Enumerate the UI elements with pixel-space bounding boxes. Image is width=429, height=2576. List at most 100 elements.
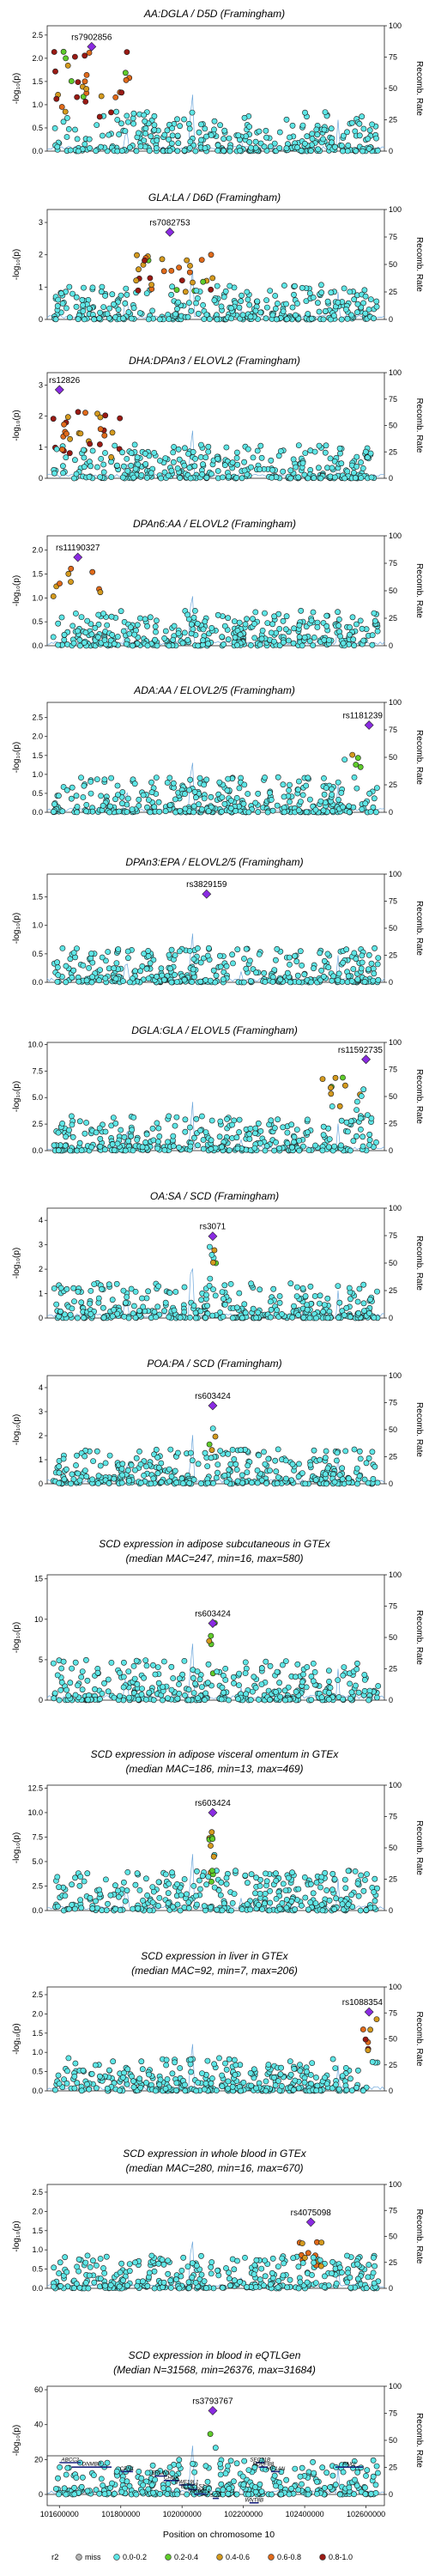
snp-point (305, 2250, 311, 2257)
snp-point (95, 611, 102, 618)
snp-point (165, 472, 172, 479)
snp-point (221, 127, 228, 134)
snp-point (174, 465, 181, 471)
panel-13: SCD expression in whole blood in GTEx(me… (12, 2148, 424, 2293)
y-tick-label: 1.0 (32, 2048, 43, 2057)
snp-point (80, 963, 87, 969)
snp-point (136, 310, 143, 316)
snp-point (148, 282, 154, 288)
snp-point (354, 976, 361, 982)
snp-point (292, 2077, 299, 2084)
snp-point (69, 1881, 75, 1888)
plot-frame (46, 1574, 385, 1701)
snp-point (231, 618, 238, 624)
snp-point (165, 1890, 172, 1897)
snp-point (211, 118, 218, 125)
snp-point (270, 638, 277, 645)
snp-point (99, 1691, 106, 1697)
snp-point (353, 464, 360, 470)
y2-tick-label: 100 (389, 21, 402, 30)
snp-point (246, 124, 252, 130)
snp-point (152, 623, 159, 630)
y2-tick-label: 50 (389, 2035, 397, 2044)
snp-point (360, 1308, 367, 1314)
snp-point (339, 2073, 346, 2079)
snp-point (56, 2270, 62, 2276)
snp-point (197, 1480, 204, 1487)
snp-point (208, 1252, 215, 1258)
snp-point (130, 474, 137, 481)
snp-point (244, 289, 251, 295)
snp-point (242, 1670, 249, 1676)
snp-point (63, 305, 69, 312)
snp-point (209, 275, 216, 282)
snp-point (118, 1472, 125, 1479)
y2-axis-label: Recomb. Rate (414, 2209, 424, 2264)
snp-point (287, 1280, 294, 1287)
snp-point (347, 1118, 354, 1125)
snp-point (166, 951, 172, 958)
snp-point (327, 316, 334, 323)
snp-point (252, 1125, 259, 1132)
snp-point (155, 1903, 161, 1909)
snp-point (343, 2087, 350, 2093)
snp-point (335, 1315, 341, 1321)
snp-point (105, 1688, 112, 1695)
snp-point (274, 301, 281, 307)
snp-point (169, 2070, 176, 2077)
snp-point (86, 2086, 93, 2093)
snp-point (125, 1668, 132, 1674)
snp-point (100, 1304, 106, 1311)
snp-point (267, 1662, 274, 1669)
snp-point (334, 1449, 341, 1456)
snp-point (251, 1130, 258, 1137)
snp-point (162, 2086, 169, 2092)
snp-point (100, 1315, 107, 1321)
snp-point (202, 1129, 209, 1135)
snp-point (205, 808, 212, 814)
snp-point (190, 966, 196, 973)
snp-point (136, 1886, 143, 1893)
snp-point (271, 967, 278, 973)
snp-point (358, 459, 364, 465)
snp-point (101, 2269, 108, 2276)
snp-point (214, 611, 221, 618)
snp-point (344, 148, 351, 155)
snp-point (353, 785, 360, 792)
snp-point (229, 1121, 235, 1128)
snp-point (83, 808, 89, 815)
snp-point (299, 1470, 305, 1476)
snp-point (81, 782, 88, 789)
snp-point (329, 2258, 335, 2265)
snp-point (176, 1681, 182, 1687)
snp-point (284, 969, 291, 976)
snp-point (244, 1901, 251, 1908)
snp-point (208, 1904, 214, 1911)
snp-point (69, 623, 76, 629)
snp-point (201, 795, 208, 802)
snp-point (64, 63, 71, 69)
snp-point (171, 444, 177, 450)
snp-point (326, 1136, 333, 1142)
snp-point (211, 297, 218, 304)
snp-point (108, 1660, 115, 1666)
snp-point (130, 1303, 137, 1309)
snp-point (237, 147, 244, 154)
snp-point (125, 309, 132, 315)
snp-point (221, 800, 228, 807)
snp-point (302, 109, 308, 116)
snp-point (111, 1475, 118, 1482)
snp-point (144, 1892, 150, 1899)
snp-point (365, 966, 372, 973)
snp-point (360, 2087, 366, 2094)
snp-point (242, 1309, 249, 1316)
snp-point (156, 2081, 163, 2088)
snp-point (205, 945, 212, 951)
snp-point (63, 1686, 69, 1693)
snp-point (139, 1144, 146, 1151)
snp-point (294, 1661, 301, 1668)
snp-point (338, 316, 345, 323)
snp-point (320, 973, 327, 980)
y2-tick-label: 25 (389, 2061, 397, 2069)
snp-point (261, 1900, 268, 1907)
